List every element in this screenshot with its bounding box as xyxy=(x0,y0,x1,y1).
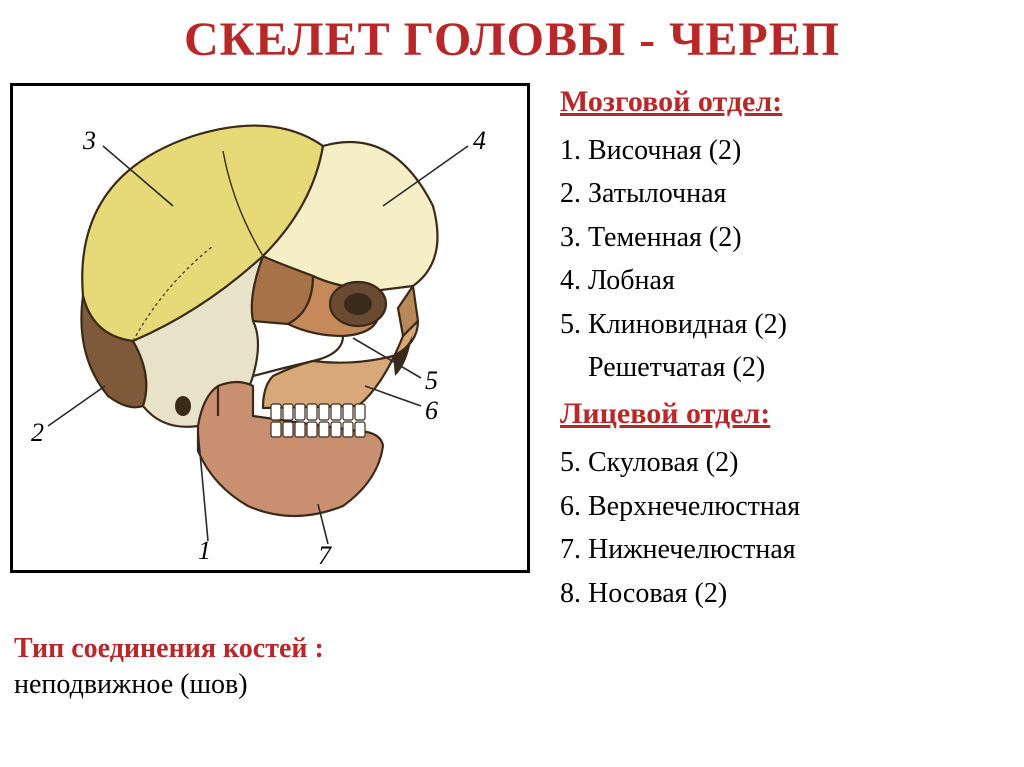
diagram-label-4: 4 xyxy=(473,126,486,156)
brain-item-6: Решетчатая (2) xyxy=(560,346,1004,389)
facial-section-heading: Лицевой отдел: xyxy=(560,397,1004,431)
main-container: 1 2 3 4 5 6 7 Мозговой отдел: 1. Височна… xyxy=(0,67,1024,615)
diagram-label-6: 6 xyxy=(425,396,438,426)
brain-item-3: 3. Теменная (2) xyxy=(560,216,1004,259)
diagram-label-3: 3 xyxy=(83,126,96,156)
footer: Тип соединения костей : неподвижное (шов… xyxy=(0,615,1024,701)
brain-item-1: 1. Височная (2) xyxy=(560,129,1004,172)
diagram-label-1: 1 xyxy=(198,536,211,566)
facial-item-2: 6. Верхнечелюстная xyxy=(560,485,1004,528)
brain-item-5: 5. Клиновидная (2) xyxy=(560,303,1004,346)
diagram-label-5: 5 xyxy=(425,366,438,396)
brain-item-2: 2. Затылочная xyxy=(560,172,1004,215)
brain-item-4: 4. Лобная xyxy=(560,259,1004,302)
skull-svg xyxy=(13,86,527,570)
diagram-label-2: 2 xyxy=(31,418,44,448)
brain-section-heading: Мозговой отдел: xyxy=(560,85,1004,119)
facial-item-3: 7. Нижнечелюстная xyxy=(560,528,1004,571)
facial-item-4: 8. Носовая (2) xyxy=(560,572,1004,615)
footer-value: неподвижное (шов) xyxy=(14,669,1024,701)
page-title: СКЕЛЕТ ГОЛОВЫ - ЧЕРЕП xyxy=(0,0,1024,67)
facial-item-1: 5. Скуловая (2) xyxy=(560,441,1004,484)
diagram-label-7: 7 xyxy=(318,541,331,571)
skull-diagram: 1 2 3 4 5 6 7 xyxy=(10,83,530,573)
footer-label: Тип соединения костей : xyxy=(14,633,1024,665)
bone-list-column: Мозговой отдел: 1. Височная (2) 2. Затыл… xyxy=(530,77,1004,615)
